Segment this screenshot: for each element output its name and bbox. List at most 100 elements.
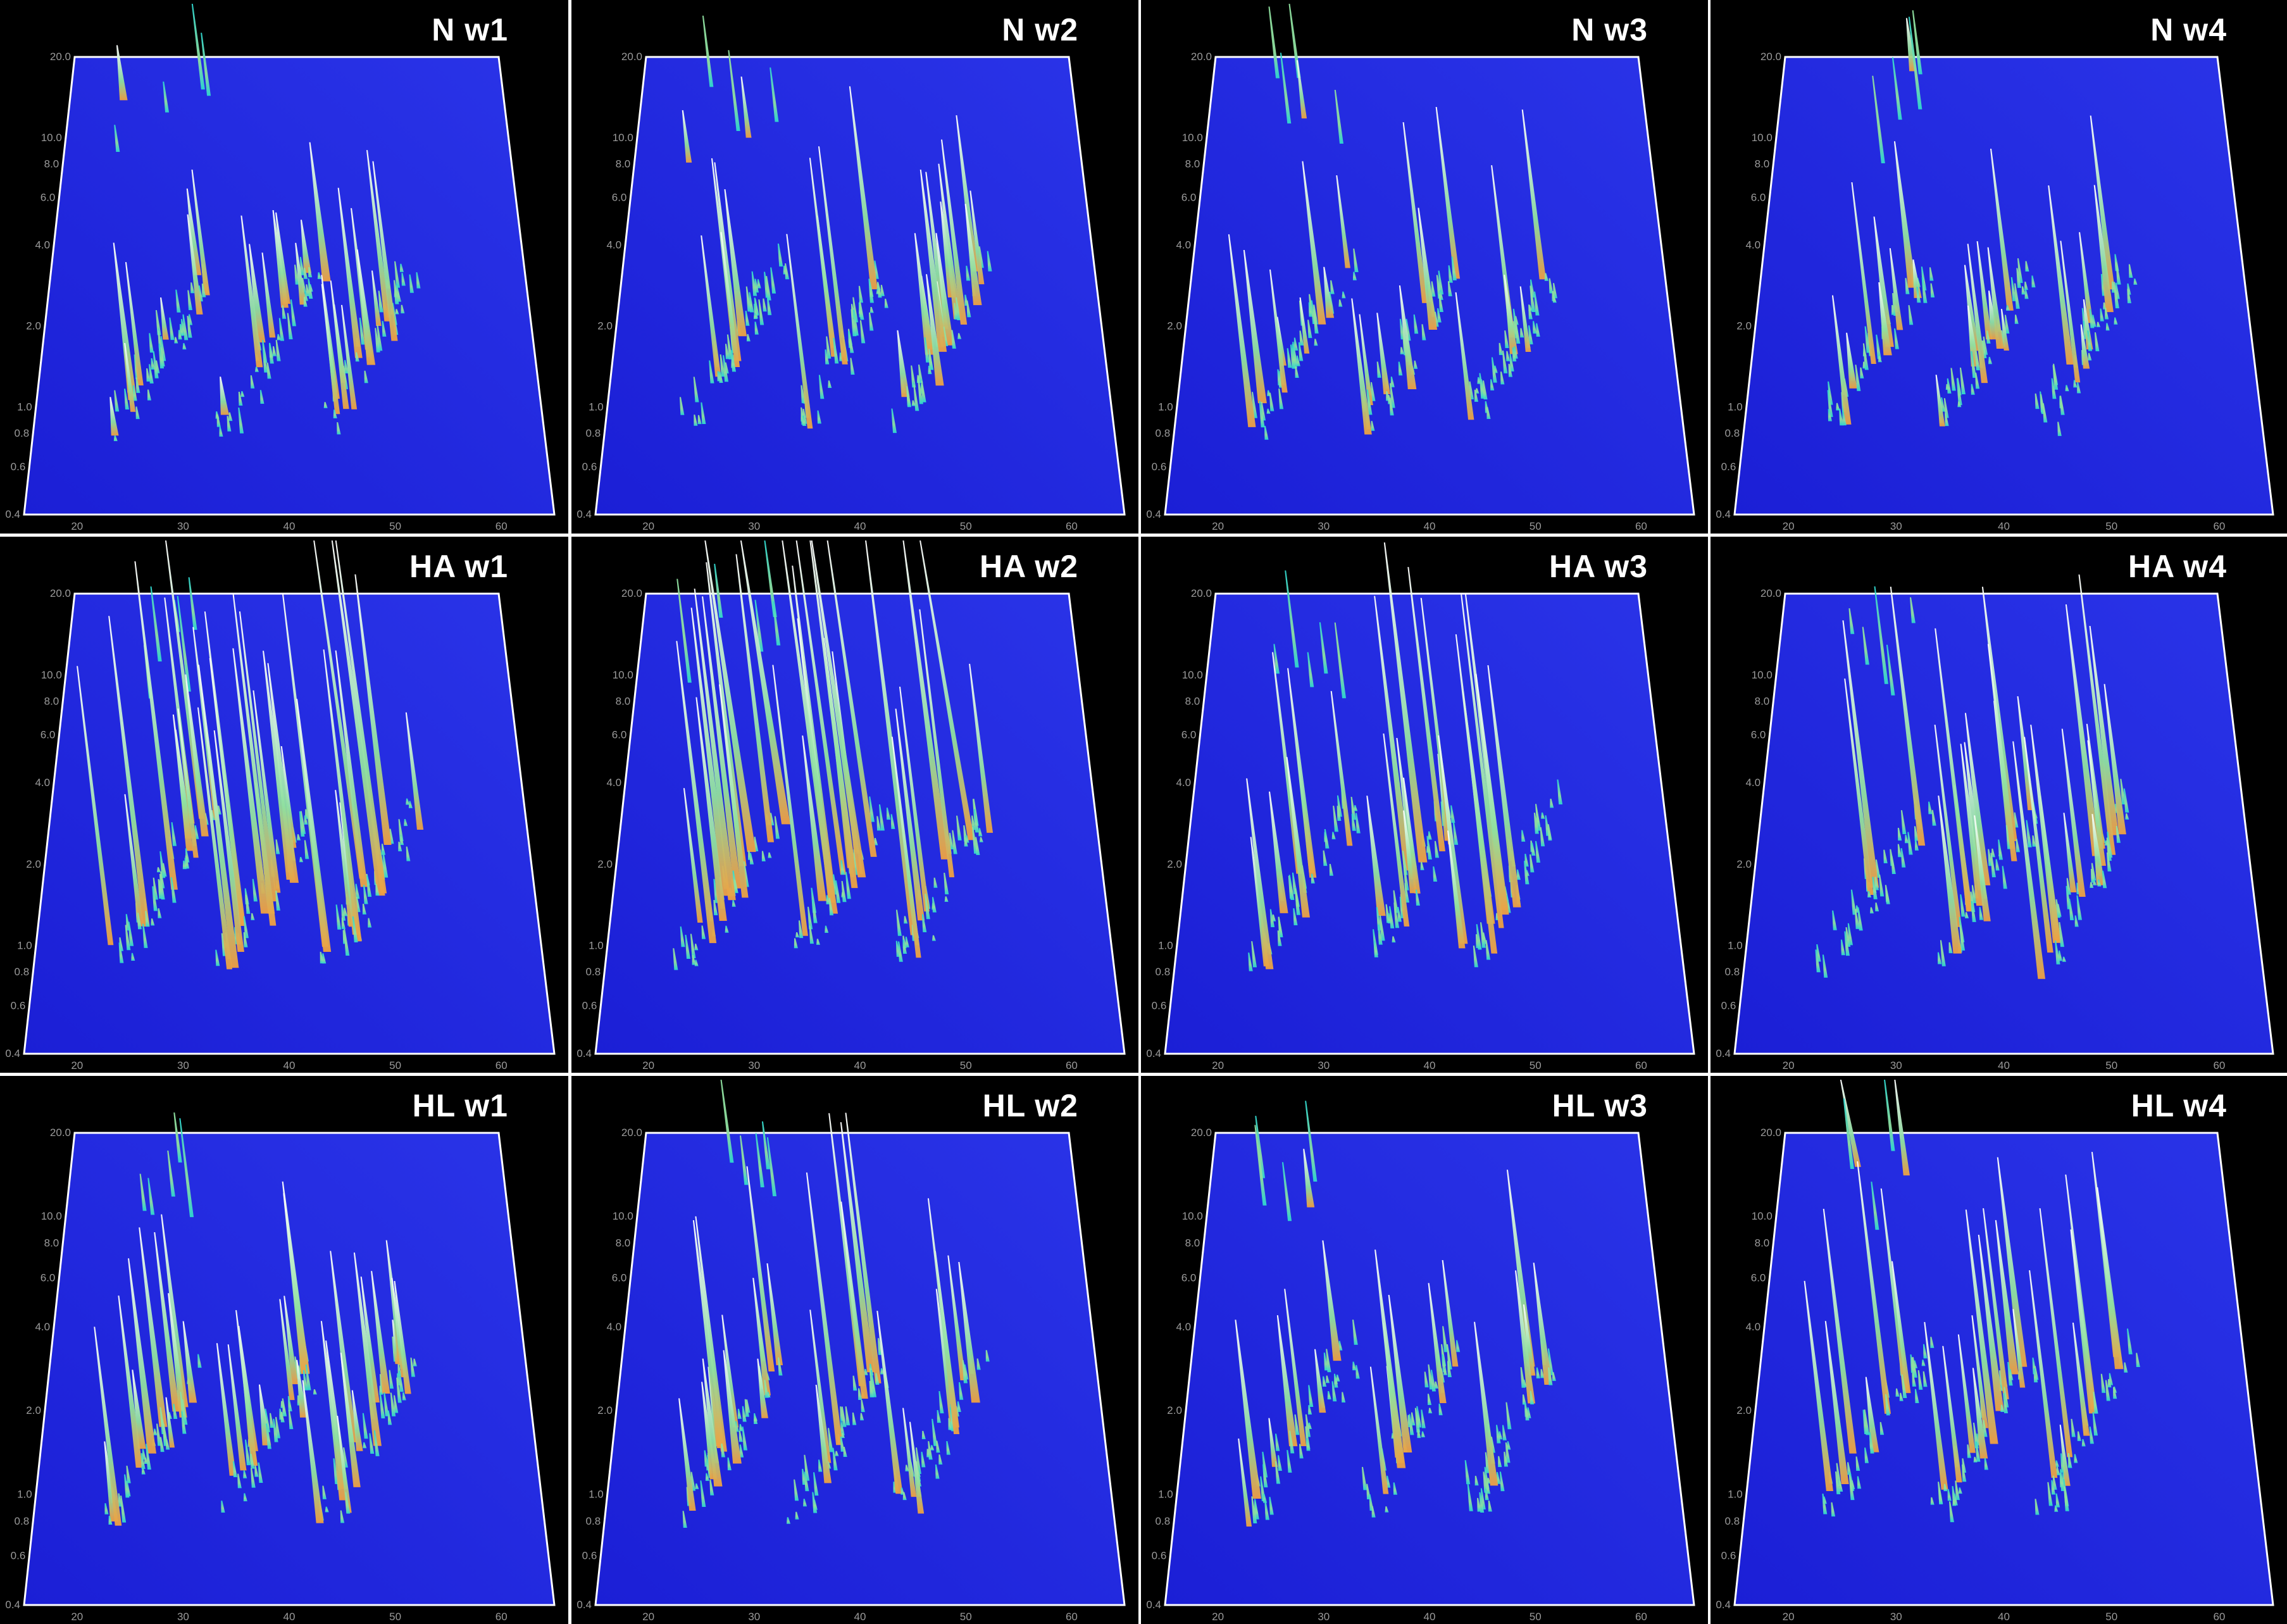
peak-mark bbox=[878, 804, 885, 831]
y-tick-label: 0.8 bbox=[586, 427, 601, 439]
peak-mark bbox=[139, 1227, 168, 1427]
peak-mark bbox=[182, 860, 187, 870]
peak-mark bbox=[1409, 1414, 1414, 1435]
peak-mark bbox=[322, 1485, 327, 1499]
x-tick-label: 40 bbox=[284, 1059, 296, 1071]
peak-mark bbox=[352, 916, 358, 943]
y-tick-label: 0.6 bbox=[11, 461, 26, 473]
peak-mark bbox=[1496, 1425, 1501, 1444]
peak-mark bbox=[302, 1380, 324, 1523]
peak-mark bbox=[179, 324, 184, 336]
x-tick-label: 20 bbox=[1212, 1059, 1224, 1071]
peak-mark bbox=[275, 839, 280, 854]
peak-mark bbox=[1850, 889, 1857, 915]
peak-mark bbox=[254, 1465, 259, 1477]
peak-mark bbox=[2128, 264, 2133, 278]
peak-mark bbox=[251, 1468, 256, 1488]
peak-mark bbox=[1962, 1465, 1967, 1482]
peak-mark bbox=[1854, 909, 1860, 929]
peak-mark bbox=[964, 837, 968, 847]
peak-mark bbox=[768, 852, 772, 858]
peak-mark bbox=[146, 1444, 151, 1470]
peak-mark bbox=[1374, 596, 1412, 871]
peak-mark bbox=[238, 1326, 258, 1451]
peak-mark bbox=[2080, 324, 2090, 369]
peak-mark bbox=[1475, 673, 1509, 915]
peak-mark bbox=[1872, 75, 1885, 164]
peak-mark bbox=[1974, 815, 1991, 921]
peak-mark bbox=[732, 900, 736, 907]
peak-mark bbox=[904, 916, 908, 924]
peak-mark bbox=[746, 1166, 775, 1372]
peak-mark bbox=[2052, 1475, 2057, 1490]
y-tick-label: 4.0 bbox=[606, 777, 621, 789]
peak-mark bbox=[721, 1315, 739, 1428]
peak-mark bbox=[2100, 308, 2104, 322]
peak-mark bbox=[1428, 1283, 1447, 1404]
peak-mark bbox=[132, 1370, 146, 1449]
peak-mark bbox=[2024, 289, 2029, 299]
peak-mark bbox=[296, 699, 332, 953]
x-tick-label: 30 bbox=[1890, 1611, 1902, 1623]
peak-mark bbox=[957, 333, 962, 339]
peak-mark bbox=[1293, 908, 1298, 926]
peak-mark bbox=[911, 400, 916, 406]
peak-mark bbox=[1831, 295, 1852, 425]
peak-mark bbox=[1467, 1484, 1473, 1511]
x-tick-label: 30 bbox=[748, 1059, 760, 1071]
peak-mark bbox=[1905, 278, 1910, 294]
peak-mark bbox=[1843, 1098, 1854, 1169]
peak-mark bbox=[2057, 422, 2062, 436]
peak-mark bbox=[2026, 820, 2032, 847]
peak-mark bbox=[220, 377, 229, 415]
peak-mark bbox=[272, 346, 277, 356]
peak-mark bbox=[1269, 1497, 1274, 1515]
peak-mark bbox=[973, 799, 979, 826]
peak-mark bbox=[2062, 956, 2066, 962]
peak-mark bbox=[142, 1449, 146, 1460]
peak-mark bbox=[1875, 903, 1879, 911]
peak-mark bbox=[2012, 741, 2046, 979]
peak-mark bbox=[2077, 1431, 2081, 1441]
panel-label: HL w4 bbox=[2131, 1088, 2227, 1123]
peak-mark bbox=[1400, 347, 1404, 354]
peak-mark bbox=[1964, 713, 1991, 885]
peak-mark bbox=[1521, 830, 1526, 842]
peak-mark bbox=[394, 1281, 411, 1394]
x-tick-label: 20 bbox=[642, 1059, 654, 1071]
y-tick-label: 4.0 bbox=[35, 239, 50, 251]
peak-mark bbox=[159, 851, 166, 878]
peak-mark bbox=[919, 169, 947, 352]
peak-mark bbox=[918, 365, 923, 384]
peak-mark bbox=[341, 917, 346, 929]
y-tick-label: 20.0 bbox=[1760, 1127, 1781, 1139]
peak-mark bbox=[1530, 1390, 1535, 1405]
peak-mark bbox=[739, 1135, 749, 1185]
peak-mark bbox=[173, 1112, 182, 1163]
peak-mark bbox=[956, 115, 979, 272]
peak-mark bbox=[1891, 856, 1896, 874]
peak-mark bbox=[897, 330, 910, 397]
y-tick-label: 10.0 bbox=[41, 1210, 62, 1222]
peak-mark bbox=[1952, 1499, 1957, 1506]
surface-plane bbox=[1733, 592, 2274, 1055]
surface-plot: 20 30 40 50 60 0.4 0.6 0.8 1.0 2.0 4.0 6.0 8.0 10.0 20… bbox=[1716, 1080, 2274, 1623]
peak-mark bbox=[709, 360, 714, 384]
peak-mark bbox=[1311, 873, 1315, 884]
peak-mark bbox=[372, 161, 398, 341]
peak-mark bbox=[1912, 10, 1922, 75]
peak-mark bbox=[1421, 1431, 1426, 1437]
peak-mark bbox=[1498, 1456, 1502, 1468]
peak-mark bbox=[1314, 339, 1318, 346]
peak-mark bbox=[841, 1433, 845, 1439]
peak-mark bbox=[2105, 1380, 2110, 1401]
peak-mark bbox=[1848, 1474, 1855, 1501]
y-tick-label: 2.0 bbox=[597, 1404, 613, 1416]
peak-mark bbox=[1251, 1496, 1257, 1524]
y-tick-label: 8.0 bbox=[1185, 1237, 1200, 1249]
peak-mark bbox=[1361, 1466, 1368, 1490]
peak-mark bbox=[811, 540, 866, 878]
peak-mark bbox=[1294, 1414, 1300, 1435]
peak-mark bbox=[268, 343, 274, 364]
y-tick-label: 1.0 bbox=[1158, 1488, 1173, 1500]
